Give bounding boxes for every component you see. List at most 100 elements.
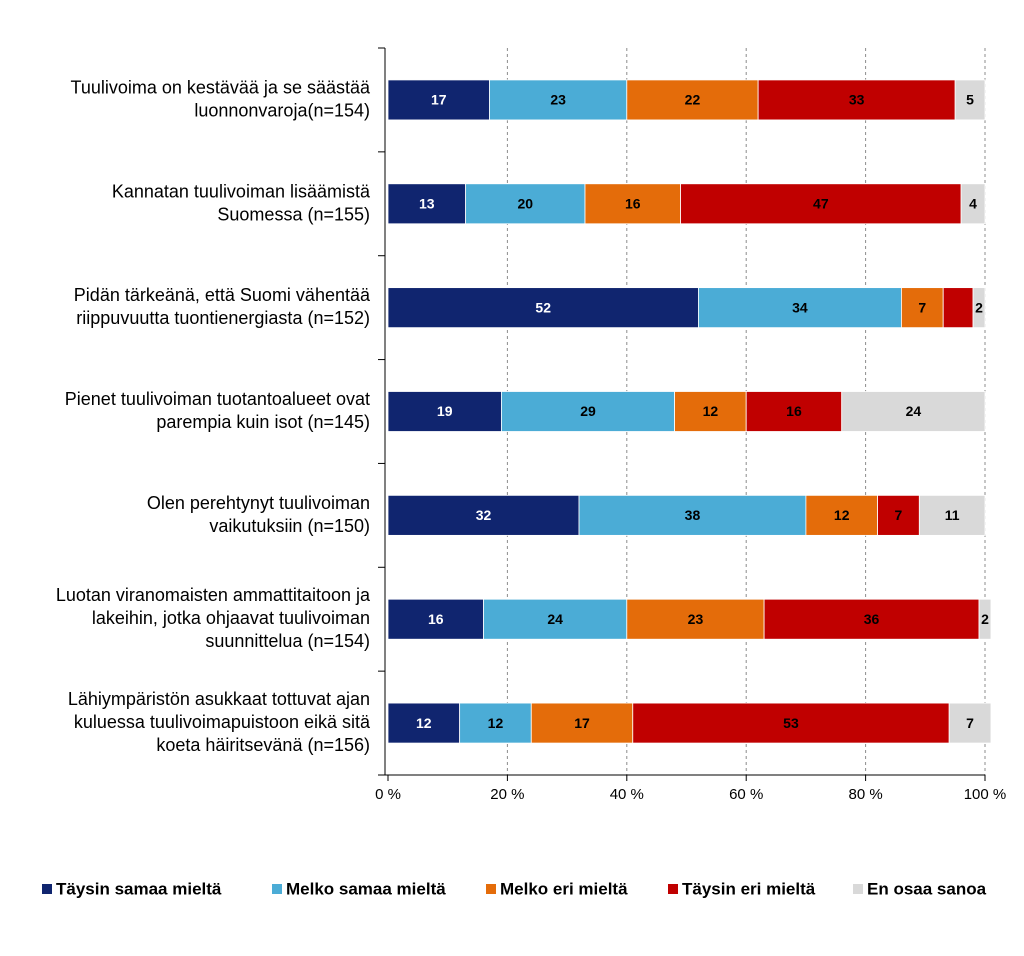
legend-label: Melko samaa mieltä (286, 879, 446, 898)
legend-label: Melko eri mieltä (500, 879, 628, 898)
category-label-line: luonnonvaroja(n=154) (194, 100, 370, 120)
value-label: 16 (625, 195, 641, 211)
value-label: 36 (864, 611, 880, 627)
bar-segment (942, 287, 974, 329)
bar-segment (387, 287, 699, 329)
bar-segment (632, 702, 950, 744)
bar-segment (901, 287, 944, 329)
bar-segment (578, 494, 807, 536)
bar-segment (960, 183, 986, 225)
value-label: 33 (849, 92, 865, 108)
bar-segment (584, 183, 681, 225)
category-label-line: Suomessa (n=155) (217, 204, 370, 224)
bar-segment (530, 702, 634, 744)
value-label: 2 (975, 299, 983, 315)
category-label-line: riippuvuutta tuontienergiasta (n=152) (76, 308, 370, 328)
value-label: 2 (981, 611, 989, 627)
value-label: 12 (703, 403, 719, 419)
value-label: 16 (428, 611, 444, 627)
bar-segment (626, 598, 765, 640)
value-label: 22 (685, 92, 701, 108)
value-label: 17 (431, 92, 447, 108)
bar-segment (387, 494, 580, 536)
bar-segment (972, 287, 986, 329)
bar-segment (459, 702, 532, 744)
value-label: 7 (895, 507, 903, 523)
category-label-line: Kannatan tuulivoiman lisäämistä (112, 181, 371, 201)
legend-swatch (42, 884, 52, 894)
value-label: 47 (813, 195, 829, 211)
category-label-line: Pidän tärkeänä, että Suomi vähentää (74, 285, 371, 305)
bar-segment (501, 391, 675, 432)
bar-segment (954, 79, 986, 121)
value-label: 12 (834, 507, 850, 523)
legend-swatch (853, 884, 863, 894)
category-label-line: suunnittelua (n=154) (205, 631, 370, 651)
category-label: Luotan viranomaisten ammattitaitoon ja la… (56, 585, 371, 651)
category-label-line: parempia kuin isot (n=145) (156, 412, 370, 432)
value-label: 23 (688, 611, 704, 627)
bar-segment (757, 79, 956, 121)
bar-segment (978, 598, 992, 640)
x-tick-label: 40 % (610, 786, 644, 803)
bar-segment (745, 391, 843, 432)
value-label: 34 (792, 299, 808, 315)
bar-segment (805, 494, 878, 536)
bar-segment (674, 391, 747, 432)
category-label-line: Pienet tuulivoiman tuotantoalueet ovat (65, 389, 370, 409)
value-label: 20 (518, 195, 534, 211)
legend-label: Täysin eri mieltä (682, 879, 816, 898)
bar-segment (483, 598, 628, 640)
legend-swatch (486, 884, 496, 894)
value-label: 12 (488, 715, 504, 731)
legend-label: Täysin samaa mieltä (56, 879, 222, 898)
value-label: 12 (416, 715, 432, 731)
category-label-line: koeta häiritsevänä (n=156) (156, 735, 370, 755)
value-label: 13 (419, 195, 435, 211)
bar-segment (918, 494, 986, 536)
category-label: Lähiympäristön asukkaat tottuvat ajan kul… (68, 689, 371, 755)
category-label: Pienet tuulivoiman tuotantoalueet ovat pa… (65, 389, 370, 432)
bar-segment (465, 183, 586, 225)
bar-segment (387, 598, 484, 640)
category-label: Olen perehtynyt tuulivoiman vaikutuksiin … (147, 493, 370, 536)
x-tick-label: 60 % (729, 786, 763, 803)
x-tick-label: 20 % (490, 786, 524, 803)
value-label: 32 (476, 507, 492, 523)
bar-segment (763, 598, 980, 640)
category-label-line: Lähiympäristön asukkaat tottuvat ajan (68, 689, 370, 709)
category-label: Pidän tärkeänä, että Suomi vähentää riipp… (74, 285, 371, 328)
legend-label: En osaa sanoa (867, 879, 987, 898)
value-label: 16 (786, 403, 802, 419)
bar-segment (698, 287, 902, 329)
bar-segment (948, 702, 992, 744)
bar-segment (877, 494, 920, 536)
value-label: 52 (535, 299, 551, 315)
bar-segment (387, 702, 461, 744)
legend-swatch (668, 884, 678, 894)
value-label: 29 (580, 403, 596, 419)
value-label: 53 (783, 715, 799, 731)
x-tick-label: 100 % (964, 786, 1007, 803)
bar-segment (626, 79, 759, 121)
value-label: 7 (966, 715, 974, 731)
x-tick-label: 0 % (375, 786, 401, 803)
category-label: Kannatan tuulivoiman lisäämistä Suomessa … (112, 181, 371, 224)
category-label-line: Olen perehtynyt tuulivoiman (147, 493, 370, 513)
value-label: 24 (547, 611, 563, 627)
value-label: 38 (685, 507, 701, 523)
value-label: 23 (550, 92, 566, 108)
bar-segment (387, 79, 490, 121)
value-label: 4 (969, 195, 977, 211)
category-label-line: kuluessa tuulivoimapuistoon eikä sitä (74, 712, 371, 732)
category-label: Tuulivoima on kestävää ja se säästää luon… (71, 77, 371, 120)
x-tick-label: 80 % (848, 786, 882, 803)
category-label-line: Luotan viranomaisten ammattitaitoon ja (56, 585, 371, 605)
bar-segment (387, 391, 502, 432)
value-label: 7 (918, 299, 926, 315)
value-label: 24 (906, 403, 922, 419)
bar-segment (680, 183, 962, 225)
value-label: 11 (945, 507, 960, 523)
